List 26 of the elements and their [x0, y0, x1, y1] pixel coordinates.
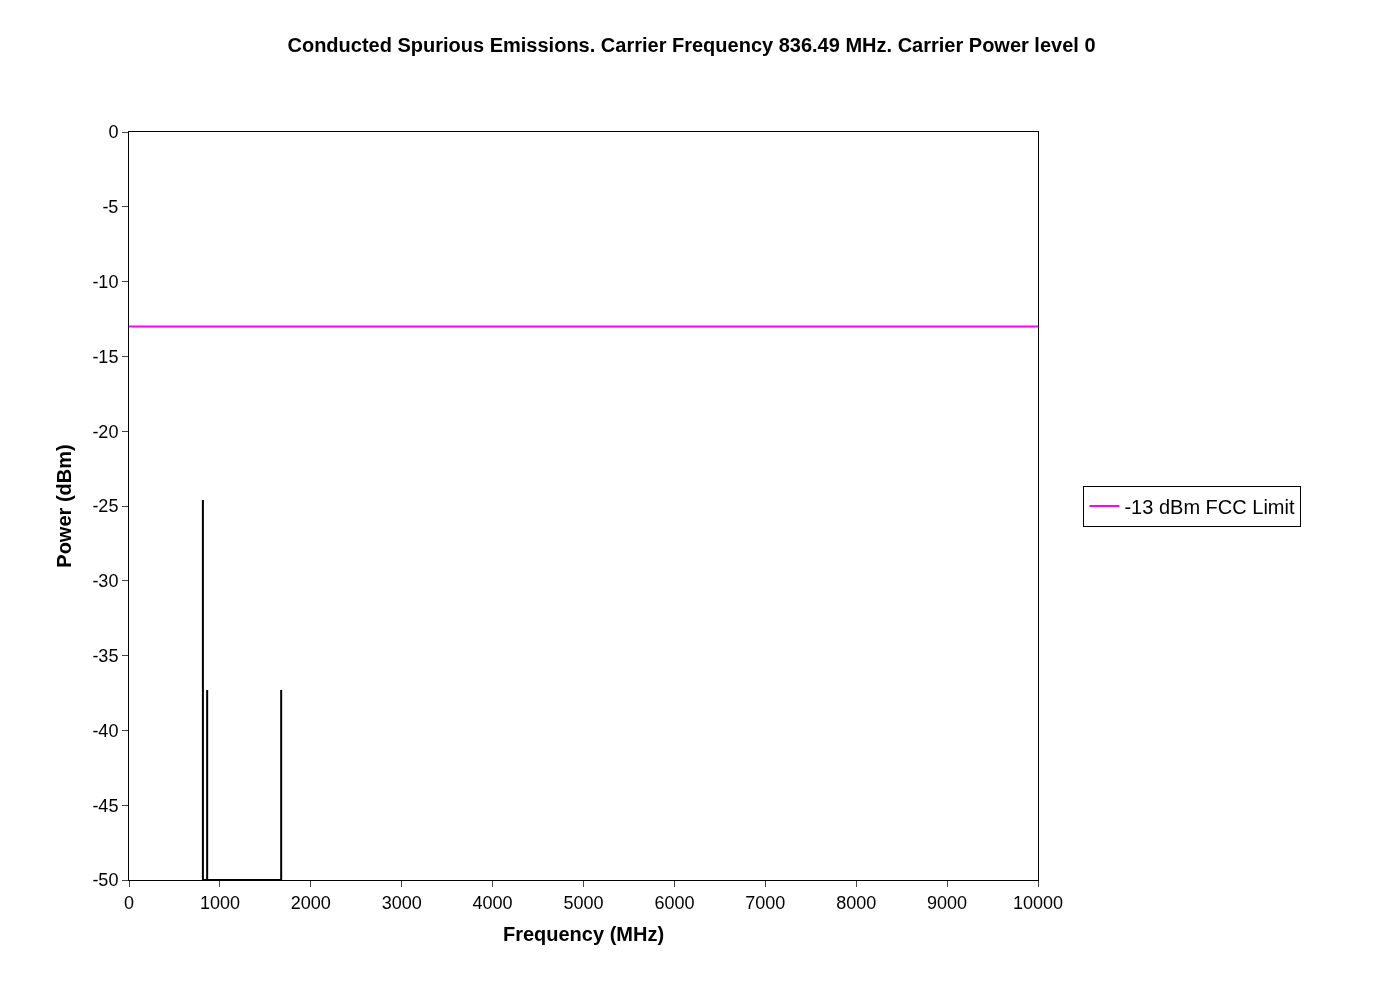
y-tick-label: -30: [92, 571, 119, 592]
x-tick-label: 5000: [563, 892, 604, 913]
chart-title: Conducted Spurious Emissions. Carrier Frequency 836.49 MHz. Carrier Power level 0: [287, 34, 1096, 57]
x-tick-label: 8000: [836, 892, 877, 913]
x-tick-label: 7000: [745, 892, 786, 913]
x-tick-label: 2000: [290, 892, 331, 913]
y-axis-title: Power (dBm): [52, 444, 75, 568]
x-tick-label: 6000: [654, 892, 695, 913]
y-tick-label: -45: [92, 795, 119, 816]
y-tick-label: -15: [92, 346, 119, 367]
y-tick-label: -10: [92, 271, 119, 292]
x-tick-label: 4000: [472, 892, 513, 913]
y-tick-label: -35: [92, 645, 119, 666]
y-tick-label: -40: [92, 720, 119, 741]
x-tick-label: 9000: [927, 892, 968, 913]
x-tick-label: 3000: [381, 892, 422, 913]
y-tick-label: -20: [92, 421, 119, 442]
x-tick-label: 10000: [1012, 892, 1064, 913]
x-tick-label: 1000: [199, 892, 240, 913]
y-tick-label: -50: [92, 870, 119, 891]
x-axis-title: Frequency (MHz): [502, 923, 665, 946]
y-tick-label: -25: [92, 496, 119, 517]
legend-label: -13 dBm FCC Limit: [1124, 495, 1295, 518]
y-tick-label: -5: [102, 197, 119, 218]
y-tick-label: 0: [108, 122, 119, 143]
x-tick-label: 0: [123, 892, 135, 913]
